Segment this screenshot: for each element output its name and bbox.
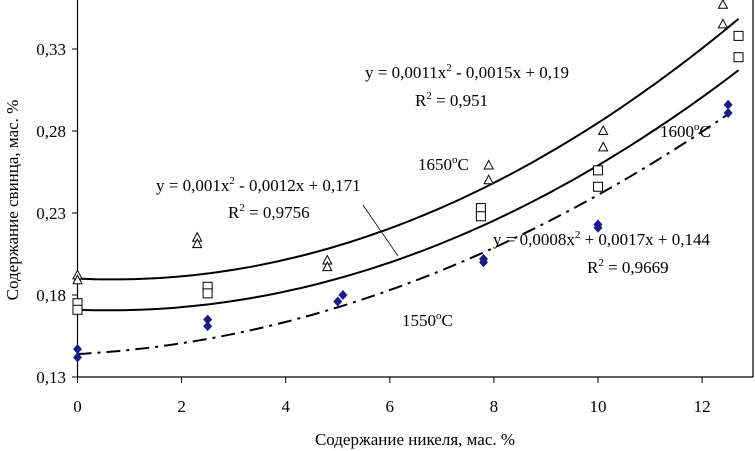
data-point-square [593, 181, 603, 192]
data-point-triangle [597, 124, 609, 135]
label-1550: 1550oC [402, 310, 453, 330]
data-point-square [72, 304, 83, 315]
data-point-diamond [593, 222, 603, 233]
x-tick-label: 8 [490, 397, 499, 416]
data-point-triangle [717, 0, 729, 9]
equation-1550: y = 0,0008x2 + 0,0017x + 0,144 [493, 229, 711, 249]
data-point-diamond [73, 344, 82, 355]
data-point-triangle [72, 274, 83, 285]
data-point-square [202, 288, 213, 299]
data-point-square [733, 30, 744, 41]
data-point-triangle [597, 141, 609, 152]
data-point-diamond [203, 314, 213, 325]
x-tick-label: 0 [73, 397, 82, 416]
trendline-1600 [77, 69, 740, 312]
x-tick-label: 4 [281, 397, 290, 416]
r2-1650: R2 = 0,951 [415, 90, 488, 110]
data-point-triangle [322, 261, 333, 272]
data-point-diamond [338, 290, 348, 300]
data-point-diamond [478, 257, 488, 268]
data-point-square [475, 211, 486, 222]
data-point-diamond [723, 107, 733, 118]
data-point-diamond [333, 296, 343, 307]
data-point-square [475, 203, 486, 214]
equation-1600: y = 0,001x2 - 0,0012x + 0,171 [156, 175, 361, 195]
equation-1650: y = 0,0011x2 - 0,0015x + 0,19 [365, 62, 569, 82]
data-point-triangle [483, 159, 495, 170]
x-tick-label: 10 [590, 397, 607, 416]
x-tick-label: 2 [177, 397, 186, 416]
data-point-square [593, 165, 603, 176]
data-point-diamond [73, 352, 82, 363]
y-axis-label: Содержание свинца, мас. % [3, 100, 22, 301]
x-tick-label: 6 [386, 397, 395, 416]
x-axis-label: Содержание никеля, мас. % [315, 430, 515, 449]
data-point-triangle [483, 174, 495, 185]
label-1600: 1600oC [660, 121, 711, 141]
data-point-triangle [717, 18, 729, 29]
x-tick-label: 12 [694, 397, 711, 416]
trendline-1650 [77, 18, 740, 281]
label-1650: 1650oC [418, 154, 469, 174]
y-tick-label: 0,13 [36, 368, 66, 387]
annotation-leader-line [362, 204, 399, 257]
y-tick-label: 0,33 [36, 40, 66, 59]
y-tick-label: 0,28 [36, 122, 66, 141]
data-point-triangle [191, 238, 203, 249]
data-point-diamond [723, 99, 733, 110]
data-point-diamond [203, 321, 213, 332]
r2-1600: R2 = 0,9756 [228, 202, 310, 222]
r2-1550: R2 = 0,9669 [587, 257, 669, 277]
data-point-square [733, 52, 744, 63]
y-tick-label: 0,23 [36, 204, 66, 223]
trendline-1550 [77, 113, 729, 355]
y-tick-label: 0,18 [36, 286, 66, 305]
